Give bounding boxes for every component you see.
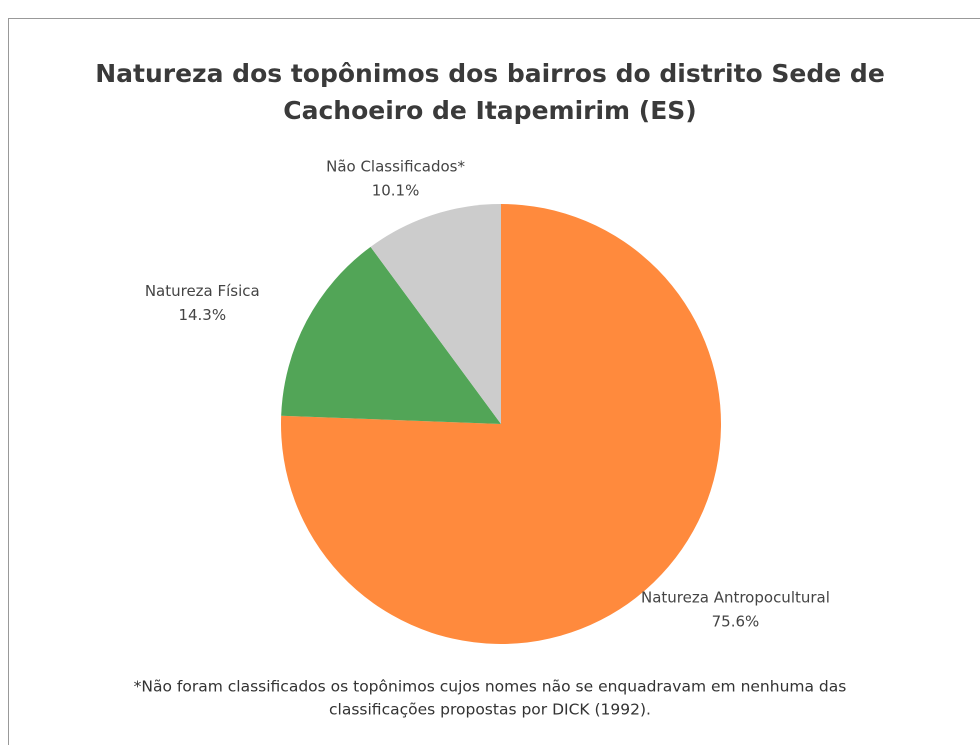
slice-label: Natureza Física <box>145 282 260 300</box>
chart-title: Natureza dos topônimos dos bairros do di… <box>95 59 885 88</box>
footnote: classificações propostas por DICK (1992)… <box>329 701 651 719</box>
pie-slice <box>281 246 501 424</box>
slice-value: 10.1% <box>372 181 420 199</box>
slice-label: Natureza Antropocultural <box>641 588 830 606</box>
slice-value: 75.6% <box>712 612 760 630</box>
chart-title: Cachoeiro de Itapemirim (ES) <box>283 96 696 125</box>
slice-label: Não Classificados* <box>326 157 465 175</box>
pie-slice <box>281 204 721 644</box>
footnote: *Não foram classificados os topônimos cu… <box>134 678 847 696</box>
slice-value: 14.3% <box>178 306 226 324</box>
pie-slice <box>370 204 501 424</box>
